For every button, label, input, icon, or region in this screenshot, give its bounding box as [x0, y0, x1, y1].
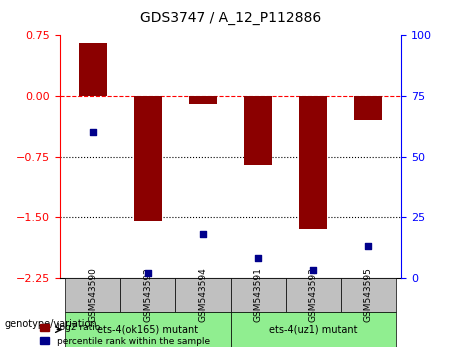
FancyBboxPatch shape — [65, 312, 230, 347]
Point — [364, 243, 372, 249]
Text: GSM543592: GSM543592 — [143, 268, 153, 322]
Text: GSM543595: GSM543595 — [364, 268, 372, 322]
FancyBboxPatch shape — [176, 278, 230, 312]
Point — [199, 231, 207, 237]
Point — [89, 130, 97, 135]
FancyBboxPatch shape — [65, 278, 120, 312]
Text: ets-4(uz1) mutant: ets-4(uz1) mutant — [269, 325, 357, 335]
Text: GSM543594: GSM543594 — [199, 268, 207, 322]
Point — [254, 256, 262, 261]
Point — [309, 268, 317, 273]
FancyBboxPatch shape — [120, 278, 176, 312]
Text: GSM543591: GSM543591 — [254, 268, 262, 322]
Text: GSM543590: GSM543590 — [89, 268, 97, 322]
Bar — [355, 96, 382, 120]
Text: ets-4(ok165) mutant: ets-4(ok165) mutant — [97, 325, 199, 335]
Text: GSM543593: GSM543593 — [308, 268, 318, 322]
Legend: log2 ratio, percentile rank within the sample: log2 ratio, percentile rank within the s… — [37, 320, 213, 349]
Text: genotype/variation: genotype/variation — [5, 319, 97, 329]
Text: GDS3747 / A_12_P112886: GDS3747 / A_12_P112886 — [140, 11, 321, 25]
FancyBboxPatch shape — [230, 312, 396, 347]
Bar — [189, 96, 217, 104]
Bar — [244, 96, 272, 165]
FancyBboxPatch shape — [341, 278, 396, 312]
Bar — [134, 96, 162, 221]
FancyBboxPatch shape — [285, 278, 341, 312]
Bar — [299, 96, 327, 229]
FancyBboxPatch shape — [230, 278, 285, 312]
Bar — [79, 44, 106, 96]
Point — [144, 270, 152, 276]
